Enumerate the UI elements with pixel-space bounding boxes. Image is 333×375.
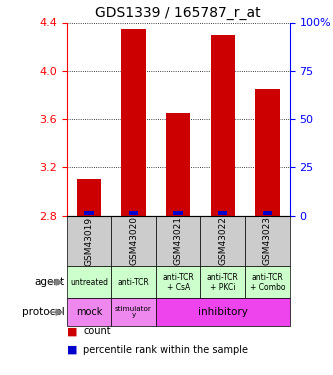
Text: mock: mock (76, 307, 102, 317)
Text: anti-TCR
+ CsA: anti-TCR + CsA (162, 273, 194, 291)
Title: GDS1339 / 165787_r_at: GDS1339 / 165787_r_at (95, 6, 261, 20)
Bar (129, 211, 138, 215)
Text: GSM43021: GSM43021 (173, 216, 183, 266)
Text: agent: agent (34, 277, 64, 287)
Text: anti-TCR: anti-TCR (118, 278, 150, 286)
Text: anti-TCR
+ PKCi: anti-TCR + PKCi (207, 273, 239, 291)
Bar (173, 211, 183, 215)
Bar (200, 216, 245, 266)
Bar (245, 216, 290, 266)
Bar (263, 211, 272, 215)
Bar (67, 266, 111, 298)
Bar (111, 298, 156, 326)
Text: GSM43022: GSM43022 (218, 216, 227, 266)
Text: ■: ■ (67, 345, 77, 355)
Bar (84, 211, 94, 215)
Bar (121, 28, 146, 216)
Bar (156, 266, 200, 298)
Text: ■: ■ (67, 326, 77, 336)
Text: untreated: untreated (70, 278, 108, 286)
Bar (166, 113, 190, 216)
Bar (156, 216, 200, 266)
Bar (200, 266, 245, 298)
Bar (111, 266, 156, 298)
Text: GSM43019: GSM43019 (84, 216, 94, 266)
Bar (77, 179, 101, 216)
Text: count: count (83, 326, 111, 336)
Text: GSM43023: GSM43023 (263, 216, 272, 266)
Bar (210, 34, 235, 216)
Bar (218, 211, 227, 215)
Bar (156, 298, 290, 326)
Text: protocol: protocol (22, 307, 64, 317)
Bar (67, 298, 111, 326)
Text: inhibitory: inhibitory (198, 307, 248, 317)
Text: anti-TCR
+ Combo: anti-TCR + Combo (250, 273, 285, 291)
Bar (111, 216, 156, 266)
Bar (67, 216, 111, 266)
Bar (255, 89, 280, 216)
Bar (245, 266, 290, 298)
Text: stimulator
y: stimulator y (115, 306, 152, 318)
Text: GSM43020: GSM43020 (129, 216, 138, 266)
Text: percentile rank within the sample: percentile rank within the sample (83, 345, 248, 355)
